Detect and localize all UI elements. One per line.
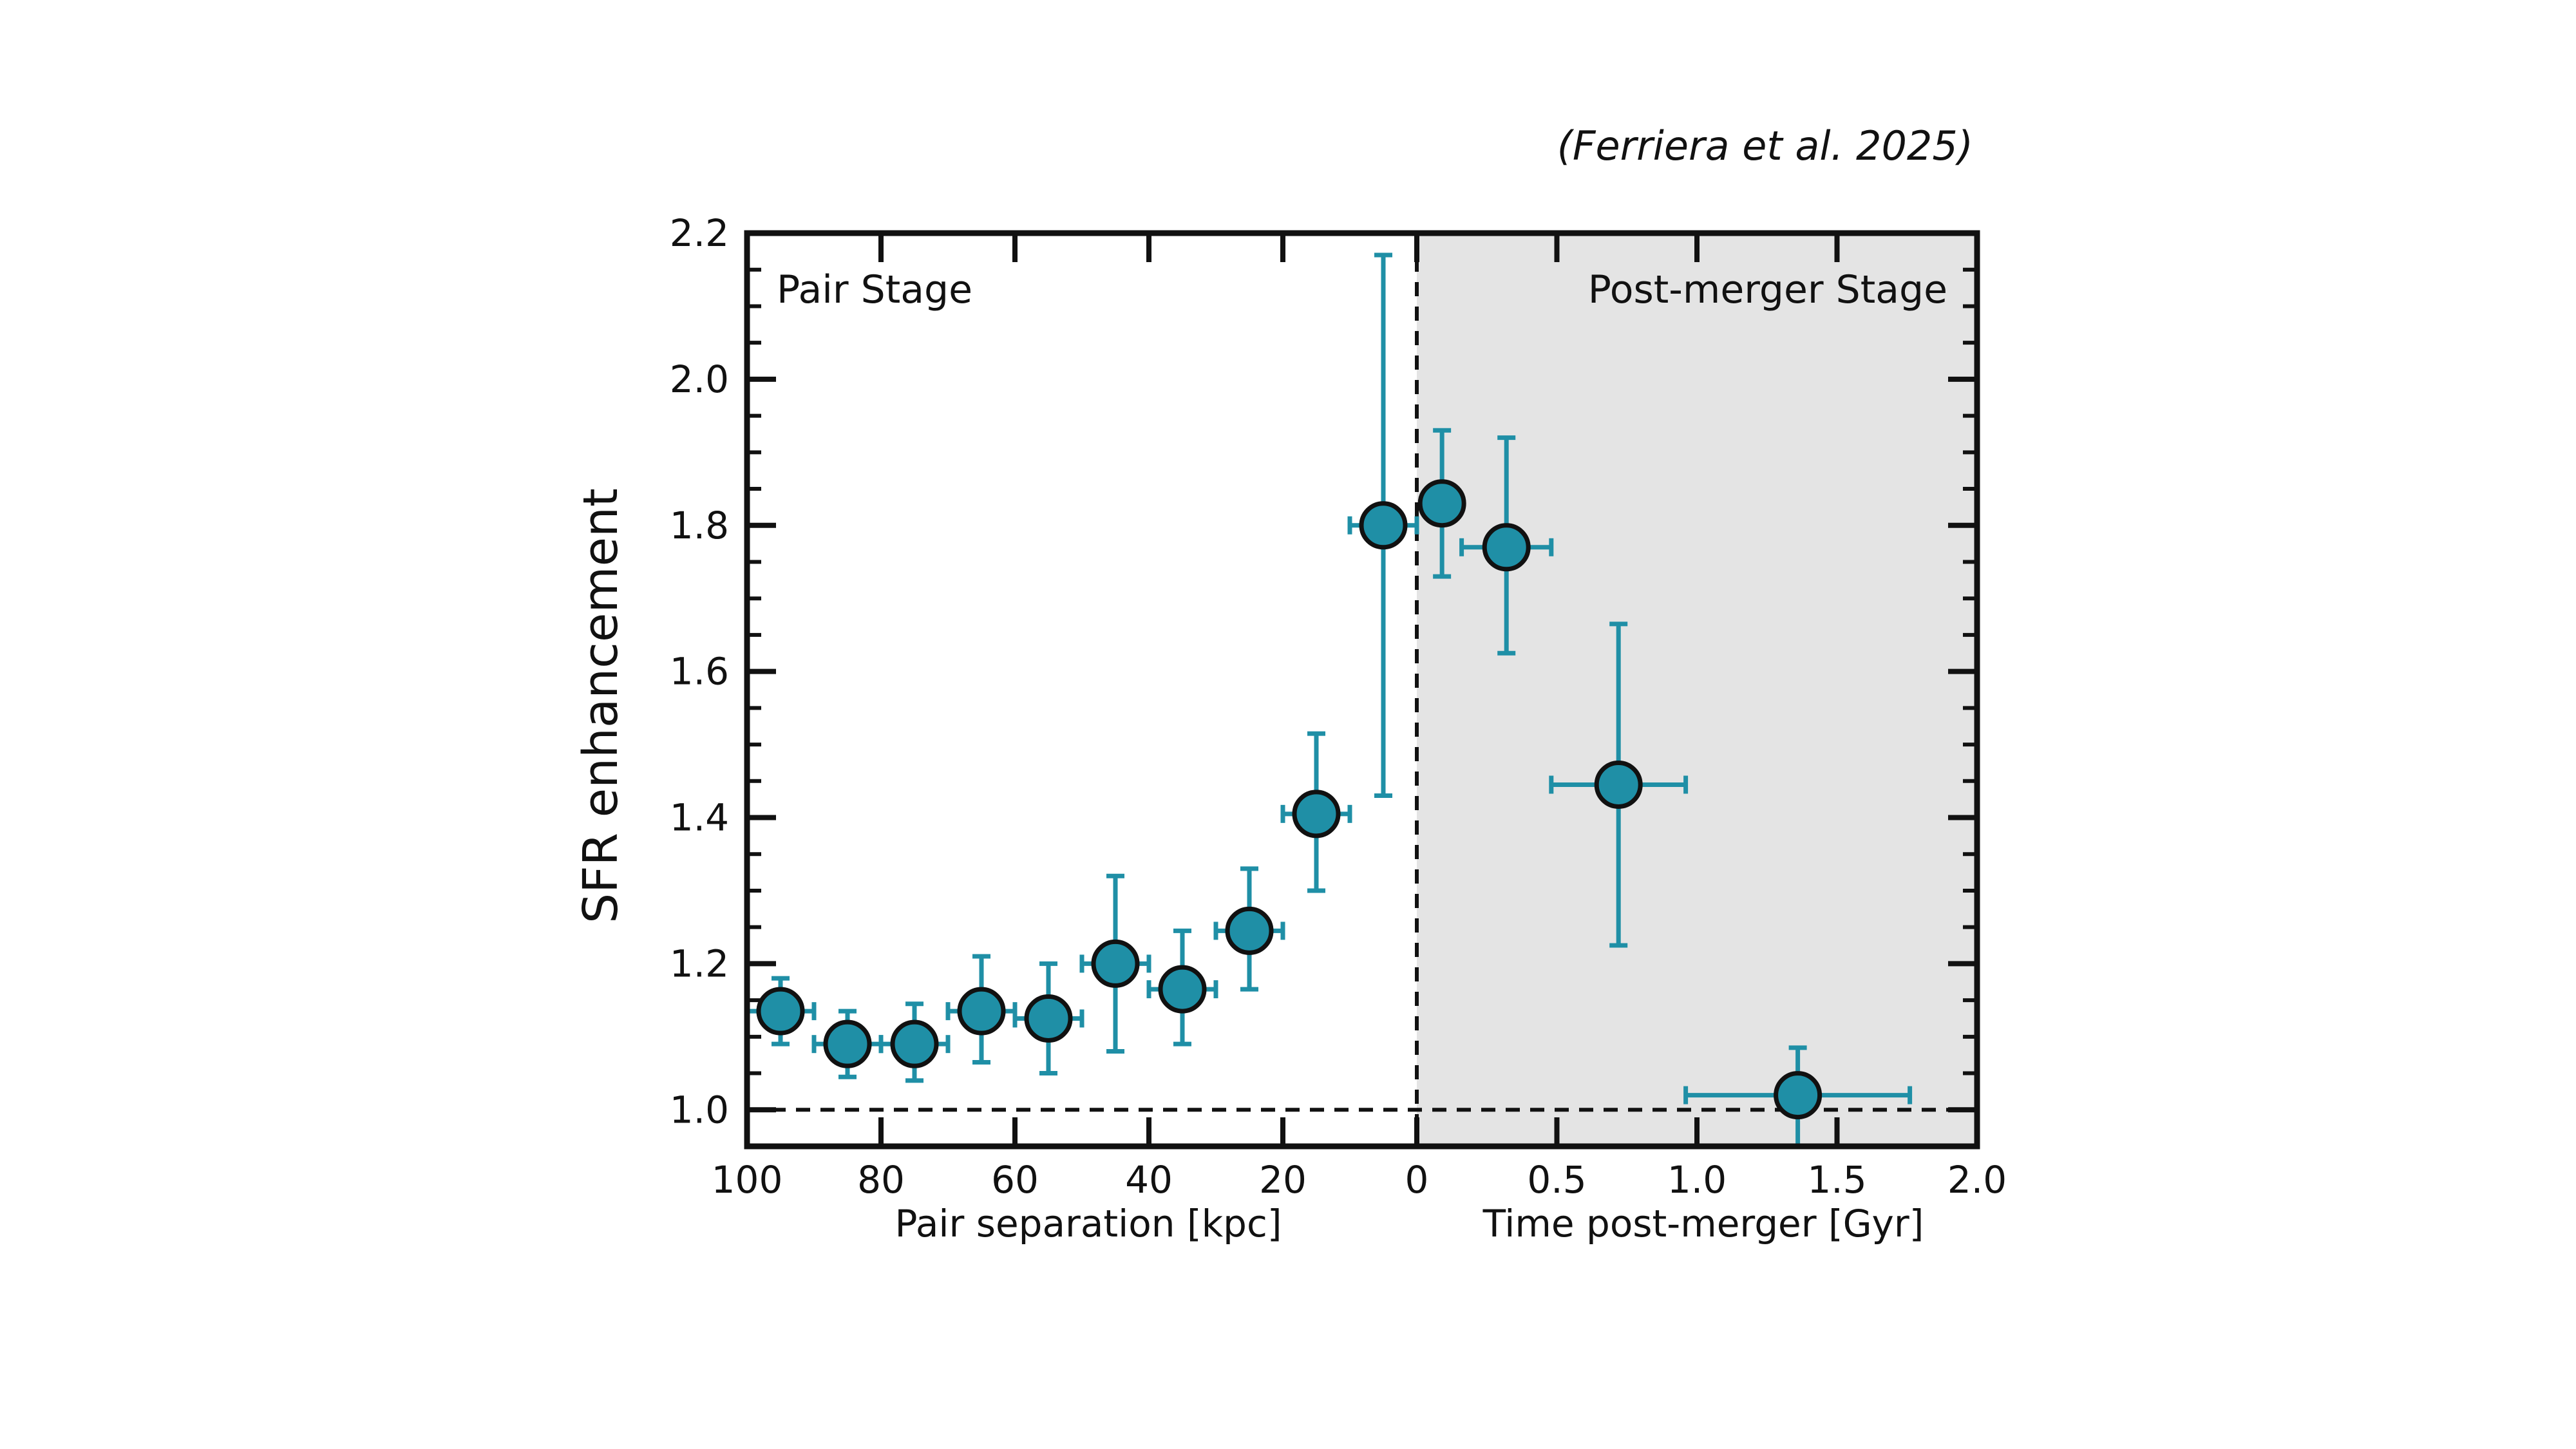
y-tick-label: 2.2 xyxy=(670,211,729,255)
data-marker xyxy=(1158,965,1207,1014)
x-tick-label: 0.5 xyxy=(1527,1158,1586,1202)
pair-data-point-4 xyxy=(945,954,1018,1065)
y-tick-label: 1.8 xyxy=(670,504,729,547)
y-tick-label: 1.4 xyxy=(670,796,729,840)
y-tick-label: 1.0 xyxy=(670,1088,729,1132)
data-marker xyxy=(1024,994,1073,1043)
x-tick-label: 40 xyxy=(1125,1158,1173,1202)
pair-data-point-9 xyxy=(1280,731,1352,893)
x-tick-label: 80 xyxy=(857,1158,905,1202)
pair-data-point-1 xyxy=(744,976,817,1046)
data-marker xyxy=(1774,1071,1823,1120)
pair-data-point-6 xyxy=(1079,873,1151,1054)
pair-data-point-10 xyxy=(1347,252,1419,798)
x-tick-label: 1.5 xyxy=(1807,1158,1866,1202)
citation-text: (Ferriera et al. 2025) xyxy=(1557,122,1973,169)
data-marker xyxy=(1594,760,1643,809)
data-marker xyxy=(1417,479,1466,528)
post-merger-data-point-3 xyxy=(1549,621,1689,948)
post-merger-data-point-4 xyxy=(1683,1045,1913,1149)
data-marker xyxy=(756,987,805,1036)
pair-data-point-3 xyxy=(878,1001,951,1083)
x-tick-label: 20 xyxy=(1259,1158,1307,1202)
post-merger-shaded-region xyxy=(1417,233,1977,1146)
data-marker xyxy=(890,1019,939,1068)
data-marker xyxy=(1359,501,1408,550)
plot-frame xyxy=(744,230,1980,1150)
pair-data-point-5 xyxy=(1012,961,1084,1076)
data-marker xyxy=(1225,906,1274,955)
pair-data-point-8 xyxy=(1213,866,1285,992)
x-tick-label: 100 xyxy=(712,1158,783,1202)
data-marker xyxy=(957,987,1006,1036)
post-merger-data-point-1 xyxy=(1417,428,1466,579)
y-tick-label: 1.2 xyxy=(670,942,729,985)
data-marker xyxy=(1482,523,1531,572)
post-merger-stage-label: Post-merger Stage xyxy=(1588,267,1947,312)
data-marker xyxy=(1091,939,1140,988)
pair-data-point-2 xyxy=(811,1009,884,1079)
data-marker xyxy=(1292,790,1341,838)
pair-stage-label: Pair Stage xyxy=(777,267,972,312)
x-tick-label: 2.0 xyxy=(1947,1158,2007,1202)
y-axis-label: SFR enhancement xyxy=(573,488,629,923)
y-tick-label: 1.6 xyxy=(670,650,729,694)
y-tick-label: 2.0 xyxy=(670,357,729,401)
x-axis-label-time-post-merger: Time post-merger [Gyr] xyxy=(1482,1202,1924,1245)
x-axis-label-pair-separation: Pair separation [kpc] xyxy=(895,1202,1282,1245)
pair-data-point-7 xyxy=(1146,928,1218,1046)
x-tick-label: 1.0 xyxy=(1667,1158,1727,1202)
x-tick-label: 60 xyxy=(991,1158,1039,1202)
x-tick-label: 0 xyxy=(1405,1158,1429,1202)
data-marker xyxy=(823,1019,872,1068)
post-merger-data-point-2 xyxy=(1459,435,1554,656)
